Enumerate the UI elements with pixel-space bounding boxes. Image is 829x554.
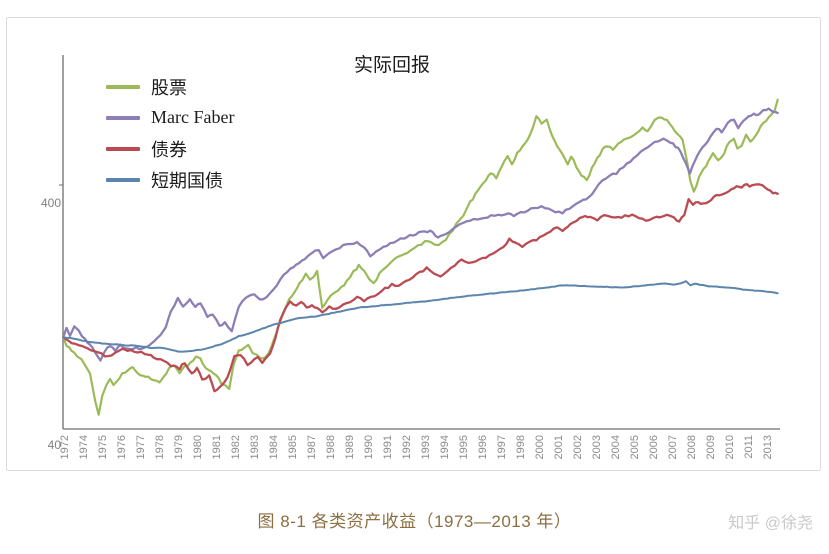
x-tick-label: 1995 — [458, 435, 470, 459]
legend-label: Marc Faber — [151, 107, 235, 127]
x-tick-label: 1983 — [249, 435, 261, 459]
x-tick-label: 1993 — [420, 435, 432, 459]
x-tick-label: 1980 — [192, 435, 204, 459]
x-tick-label: 1975 — [97, 435, 109, 459]
x-tick-label: 1992 — [401, 435, 413, 459]
x-tick-label: 2000 — [534, 435, 546, 459]
legend: 股票 Marc Faber 债券短期国债 — [106, 71, 234, 195]
chart-panel: 1972 1974 1975 1976 1977 1978 1979 1980 1981 1982… — [6, 17, 821, 471]
series-line-2 — [62, 107, 779, 362]
legend-label: 短期国债 — [151, 170, 223, 191]
x-tick-label: 2004 — [610, 435, 622, 459]
legend-label: 股票 — [151, 77, 187, 98]
x-tick-label: 1990 — [363, 435, 375, 459]
x-tick-label: 2007 — [667, 435, 679, 459]
series-line-1 — [62, 98, 779, 416]
x-tick-label: 1989 — [344, 435, 356, 459]
legend-item-1: 股票 — [106, 71, 234, 102]
x-tick-label: 2010 — [724, 435, 736, 459]
legend-line-swatch — [106, 177, 140, 182]
watermark: 知乎 @徐尧 — [728, 515, 813, 532]
legend-item-3: 债券 — [106, 133, 234, 164]
x-tick-label: 1972 — [59, 435, 71, 459]
x-tick-label: 2011 — [743, 435, 755, 459]
legend-item-2: Marc Faber — [106, 102, 234, 133]
x-tick-label: 2006 — [648, 435, 660, 459]
x-tick-label: 1984 — [268, 435, 280, 459]
x-tick-label: 1977 — [135, 435, 147, 459]
y-axis-tick-label-40: 40 — [47, 438, 61, 452]
x-tick-label: 1991 — [382, 435, 394, 459]
x-tick-label: 2009 — [705, 435, 717, 459]
x-tick-label: 1982 — [230, 435, 242, 459]
x-tick-label: 2008 — [686, 435, 698, 459]
x-tick-label: 2001 — [553, 435, 565, 459]
x-tick-label: 1987 — [306, 435, 318, 459]
legend-label: 债券 — [151, 139, 187, 160]
x-tick-label: 1979 — [173, 435, 185, 459]
x-tick-label: 1985 — [287, 435, 299, 459]
series-line-4 — [62, 280, 779, 353]
legend-line-swatch — [106, 115, 140, 120]
y-axis-tick-label-400: 400 — [40, 196, 61, 210]
x-tick-label: 1998 — [515, 435, 527, 459]
x-tick-label: 1994 — [439, 435, 451, 459]
figure-caption: 图 8-1 各类资产收益（1973—2013 年） — [257, 512, 572, 531]
x-tick-label: 1976 — [116, 435, 128, 459]
chart-svg: 1972 1974 1975 1976 1977 1978 1979 1980 1981 1982… — [59, 55, 780, 459]
legend-line-swatch — [106, 84, 140, 89]
series-line-3 — [62, 182, 779, 393]
x-tick-label: 2005 — [629, 435, 641, 459]
x-tick-label: 2002 — [572, 435, 584, 459]
legend-item-4: 短期国债 — [106, 164, 234, 195]
x-tick-label: 2003 — [591, 435, 603, 459]
x-tick-label: 1978 — [154, 435, 166, 459]
x-tick-label: 1974 — [78, 435, 90, 459]
x-tick-label: 1988 — [325, 435, 337, 459]
x-tick-label: 2013 — [762, 435, 774, 459]
x-tick-label: 1997 — [496, 435, 508, 459]
legend-line-swatch — [106, 146, 140, 151]
x-tick-label: 1981 — [211, 435, 223, 459]
x-tick-label: 1996 — [477, 435, 489, 459]
chart-title: 实际回报 — [353, 55, 430, 76]
